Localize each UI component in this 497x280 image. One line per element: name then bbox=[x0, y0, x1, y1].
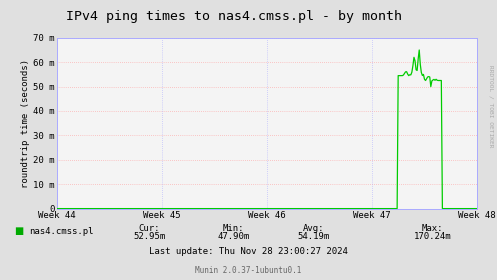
Text: Munin 2.0.37-1ubuntu0.1: Munin 2.0.37-1ubuntu0.1 bbox=[195, 266, 302, 275]
Text: 52.95m: 52.95m bbox=[133, 232, 165, 241]
Text: Avg:: Avg: bbox=[302, 224, 324, 233]
Y-axis label: roundtrip time (seconds): roundtrip time (seconds) bbox=[21, 59, 30, 188]
Text: ■: ■ bbox=[14, 226, 23, 236]
Text: Last update: Thu Nov 28 23:00:27 2024: Last update: Thu Nov 28 23:00:27 2024 bbox=[149, 248, 348, 256]
Text: 54.19m: 54.19m bbox=[297, 232, 329, 241]
Text: Cur:: Cur: bbox=[138, 224, 160, 233]
Text: IPv4 ping times to nas4.cmss.pl - by month: IPv4 ping times to nas4.cmss.pl - by mon… bbox=[66, 10, 402, 23]
Text: RRDTOOL / TOBI OETIKER: RRDTOOL / TOBI OETIKER bbox=[489, 65, 494, 148]
Text: Min:: Min: bbox=[223, 224, 245, 233]
Text: 170.24m: 170.24m bbox=[414, 232, 451, 241]
Text: nas4.cmss.pl: nas4.cmss.pl bbox=[29, 227, 93, 235]
Text: 47.90m: 47.90m bbox=[218, 232, 249, 241]
Text: Max:: Max: bbox=[421, 224, 443, 233]
